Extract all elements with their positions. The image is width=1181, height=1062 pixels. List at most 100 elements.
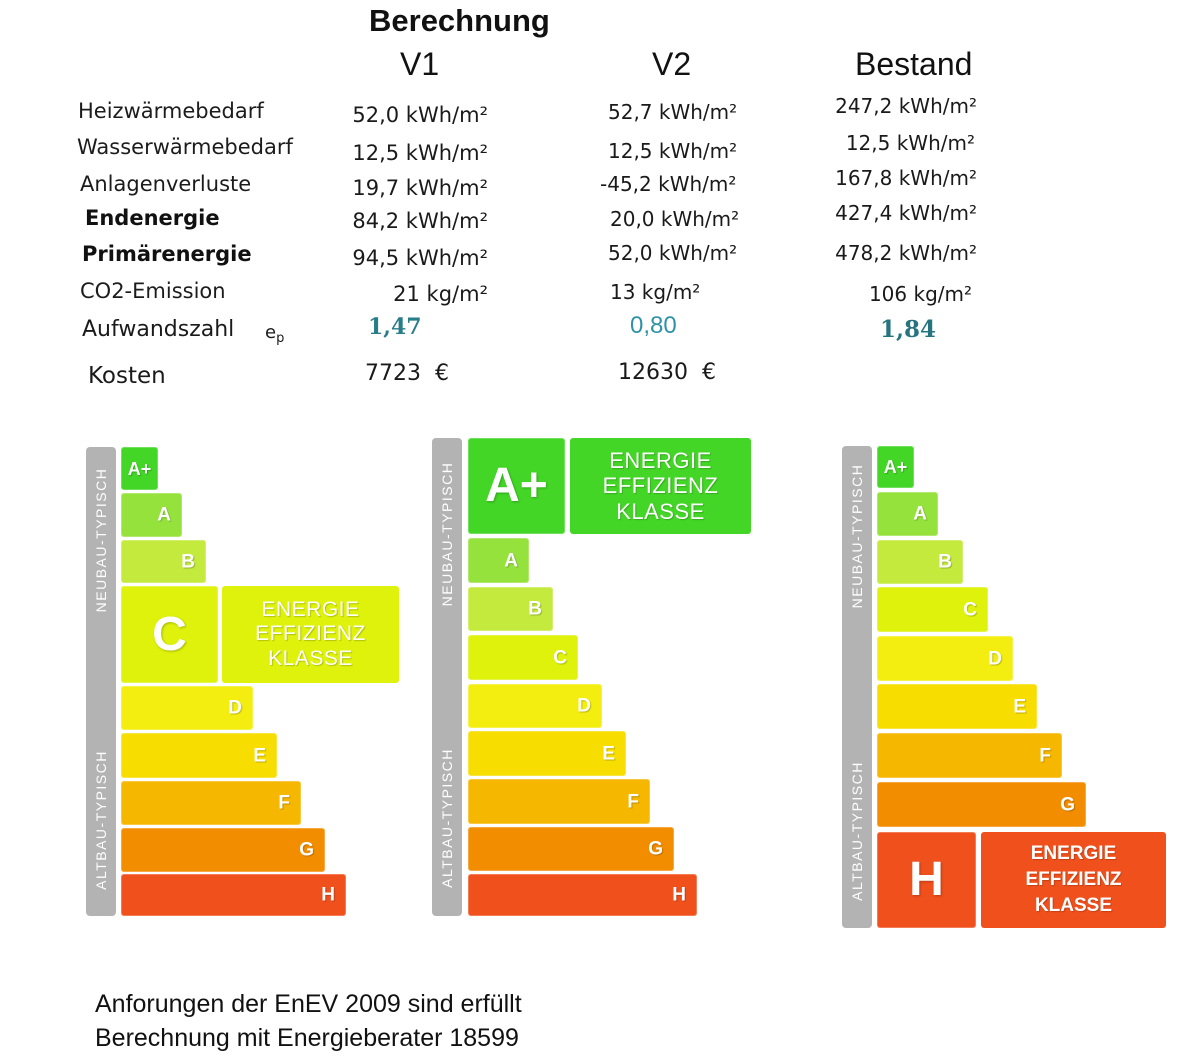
footer-note-software: Berechnung mit Energieberater 18599: [95, 1024, 519, 1052]
value-bestand-wasserwaermebedarf: 12,5 kWh/m²: [845, 131, 975, 155]
value-v2-heizwaermebedarf: 52,7 kWh/m²: [608, 100, 738, 124]
class-letter-e: E: [1013, 696, 1026, 717]
scale-side-bar: NEUBAU-TYPISCH ALTBAU-TYPISCH: [432, 438, 462, 916]
class-letter-a: A: [157, 504, 171, 526]
class-bar-d: D: [468, 684, 602, 728]
badge-line-klasse: KLASSE: [268, 646, 353, 670]
ep-symbol-subscript: p: [276, 331, 285, 346]
class-letter-a-plus: A+: [127, 458, 152, 479]
class-letter-f: F: [627, 791, 639, 812]
class-bar-c: C: [468, 635, 578, 680]
value-v2-anlagenverluste: -45,2 kWh/m²: [600, 172, 737, 196]
class-letter-a: A: [504, 550, 518, 571]
badge-line-effizienz: EFFIZIENZ: [255, 622, 366, 646]
class-bar-b: B: [877, 540, 963, 584]
value-v1-co2-emission: 21 kg/m²: [393, 282, 488, 306]
value-v1-endenergie: 84,2 kWh/m²: [352, 209, 488, 233]
column-header-v1: V1: [400, 46, 440, 82]
class-letter-a: A: [913, 503, 927, 525]
side-label-neubau: NEUBAU-TYPISCH: [439, 461, 455, 607]
class-letter-g: G: [1060, 794, 1075, 815]
value-bestand-primaerenergie: 478,2 kWh/m²: [835, 241, 977, 265]
class-bar-g: G: [121, 828, 325, 872]
class-letter-g: G: [299, 839, 314, 861]
side-label-neubau: NEUBAU-TYPISCH: [93, 467, 109, 613]
side-label-altbau: ALTBAU-TYPISCH: [439, 748, 455, 888]
badge-line-energie: ENERGIE: [261, 597, 360, 621]
class-letter-d: D: [577, 695, 591, 717]
class-bar-a: A: [468, 538, 529, 583]
value-v2-endenergie: 20,0 kWh/m²: [610, 207, 740, 231]
class-bar-e: E: [121, 733, 277, 778]
footer-note-enev: Anforungen der EnEV 2009 sind erfüllt: [95, 990, 522, 1018]
column-header-bestand: Bestand: [855, 46, 973, 82]
class-bar-d: D: [877, 636, 1013, 681]
value-v1-wasserwaermebedarf: 12,5 kWh/m²: [352, 141, 488, 165]
efficiency-badge-v2: ENERGIE EFFIZIENZ KLASSE: [570, 438, 751, 534]
class-letter-g: G: [648, 838, 663, 860]
class-bar-g: G: [877, 782, 1086, 827]
badge-line-energie: ENERGIE: [609, 447, 712, 473]
side-label-altbau: ALTBAU-TYPISCH: [849, 761, 865, 901]
value-v2-kosten: 12630 €: [618, 360, 716, 385]
class-bar-f: F: [468, 779, 650, 824]
rating-box-v2: A+: [468, 438, 565, 534]
row-label-kosten: Kosten: [88, 363, 166, 389]
class-letter-f: F: [278, 792, 290, 814]
value-v2-co2-emission: 13 kg/m²: [610, 280, 701, 304]
class-bar-f: F: [121, 781, 301, 825]
badge-line-klasse: KLASSE: [1034, 895, 1113, 916]
value-bestand-heizwaermebedarf: 247,2 kWh/m²: [835, 94, 977, 118]
badge-line-klasse: KLASSE: [616, 498, 705, 524]
row-label-co2-emission: CO2-Emission: [80, 279, 226, 303]
class-letter-d: D: [988, 648, 1002, 669]
class-bar-a-plus: A+: [877, 446, 914, 488]
class-letter-e: E: [253, 745, 266, 766]
class-letter-h: H: [321, 884, 335, 906]
rating-box-v1: C: [121, 586, 218, 683]
class-bar-b: B: [121, 540, 206, 583]
side-label-altbau: ALTBAU-TYPISCH: [93, 750, 109, 890]
rating-letter-v1: C: [152, 607, 187, 661]
class-bar-g: G: [468, 827, 674, 871]
ep-symbol-letter: e: [265, 322, 277, 343]
value-v1-primaerenergie: 94,5 kWh/m²: [352, 246, 488, 270]
row-label-aufwandszahl: Aufwandszahl: [82, 317, 235, 342]
class-letter-c: C: [963, 599, 977, 620]
page-title: Berechnung: [369, 3, 550, 38]
class-bar-e: E: [468, 731, 626, 776]
class-bar-h: H: [121, 874, 346, 916]
badge-line-effizienz: EFFIZIENZ: [1025, 869, 1122, 890]
rating-letter-bestand: H: [909, 853, 944, 906]
value-bestand-aufwandszahl: 1,84: [880, 316, 937, 343]
value-v1-heizwaermebedarf: 52,0 kWh/m²: [352, 103, 488, 127]
value-v1-aufwandszahl: 1,47: [368, 314, 422, 340]
value-v2-primaerenergie: 52,0 kWh/m²: [608, 241, 738, 265]
class-letter-b: B: [938, 551, 952, 573]
class-letter-c: C: [553, 647, 567, 668]
value-bestand-endenergie: 427,4 kWh/m²: [835, 201, 977, 225]
efficiency-badge-bestand: ENERGIE EFFIZIENZ KLASSE: [981, 832, 1166, 928]
badge-line-effizienz: EFFIZIENZ: [602, 473, 719, 499]
rating-box-bestand: H: [877, 832, 976, 928]
class-bar-d: D: [121, 686, 253, 730]
scale-side-bar: NEUBAU-TYPISCH ALTBAU-TYPISCH: [842, 446, 872, 928]
class-letter-b: B: [528, 598, 542, 620]
class-bar-a: A: [121, 493, 182, 537]
class-letter-a-plus: A+: [883, 457, 908, 477]
row-label-wasserwaermebedarf: Wasserwärmebedarf: [77, 135, 293, 159]
class-bar-c: C: [877, 587, 988, 632]
row-label-heizwaermebedarf: Heizwärmebedarf: [78, 99, 264, 123]
row-label-primaerenergie: Primärenergie: [82, 242, 252, 266]
class-letter-b: B: [181, 551, 195, 572]
ep-symbol: ep: [265, 322, 285, 346]
value-v2-aufwandszahl: 0,80: [630, 312, 677, 339]
value-bestand-anlagenverluste: 167,8 kWh/m²: [835, 166, 977, 190]
class-bar-a: A: [877, 492, 938, 536]
rating-letter-v2: A+: [485, 459, 548, 512]
class-letter-e: E: [602, 743, 615, 764]
value-v1-anlagenverluste: 19,7 kWh/m²: [352, 176, 488, 200]
class-letter-h: H: [672, 884, 686, 906]
side-label-neubau: NEUBAU-TYPISCH: [849, 463, 865, 609]
class-bar-h: H: [468, 874, 697, 916]
